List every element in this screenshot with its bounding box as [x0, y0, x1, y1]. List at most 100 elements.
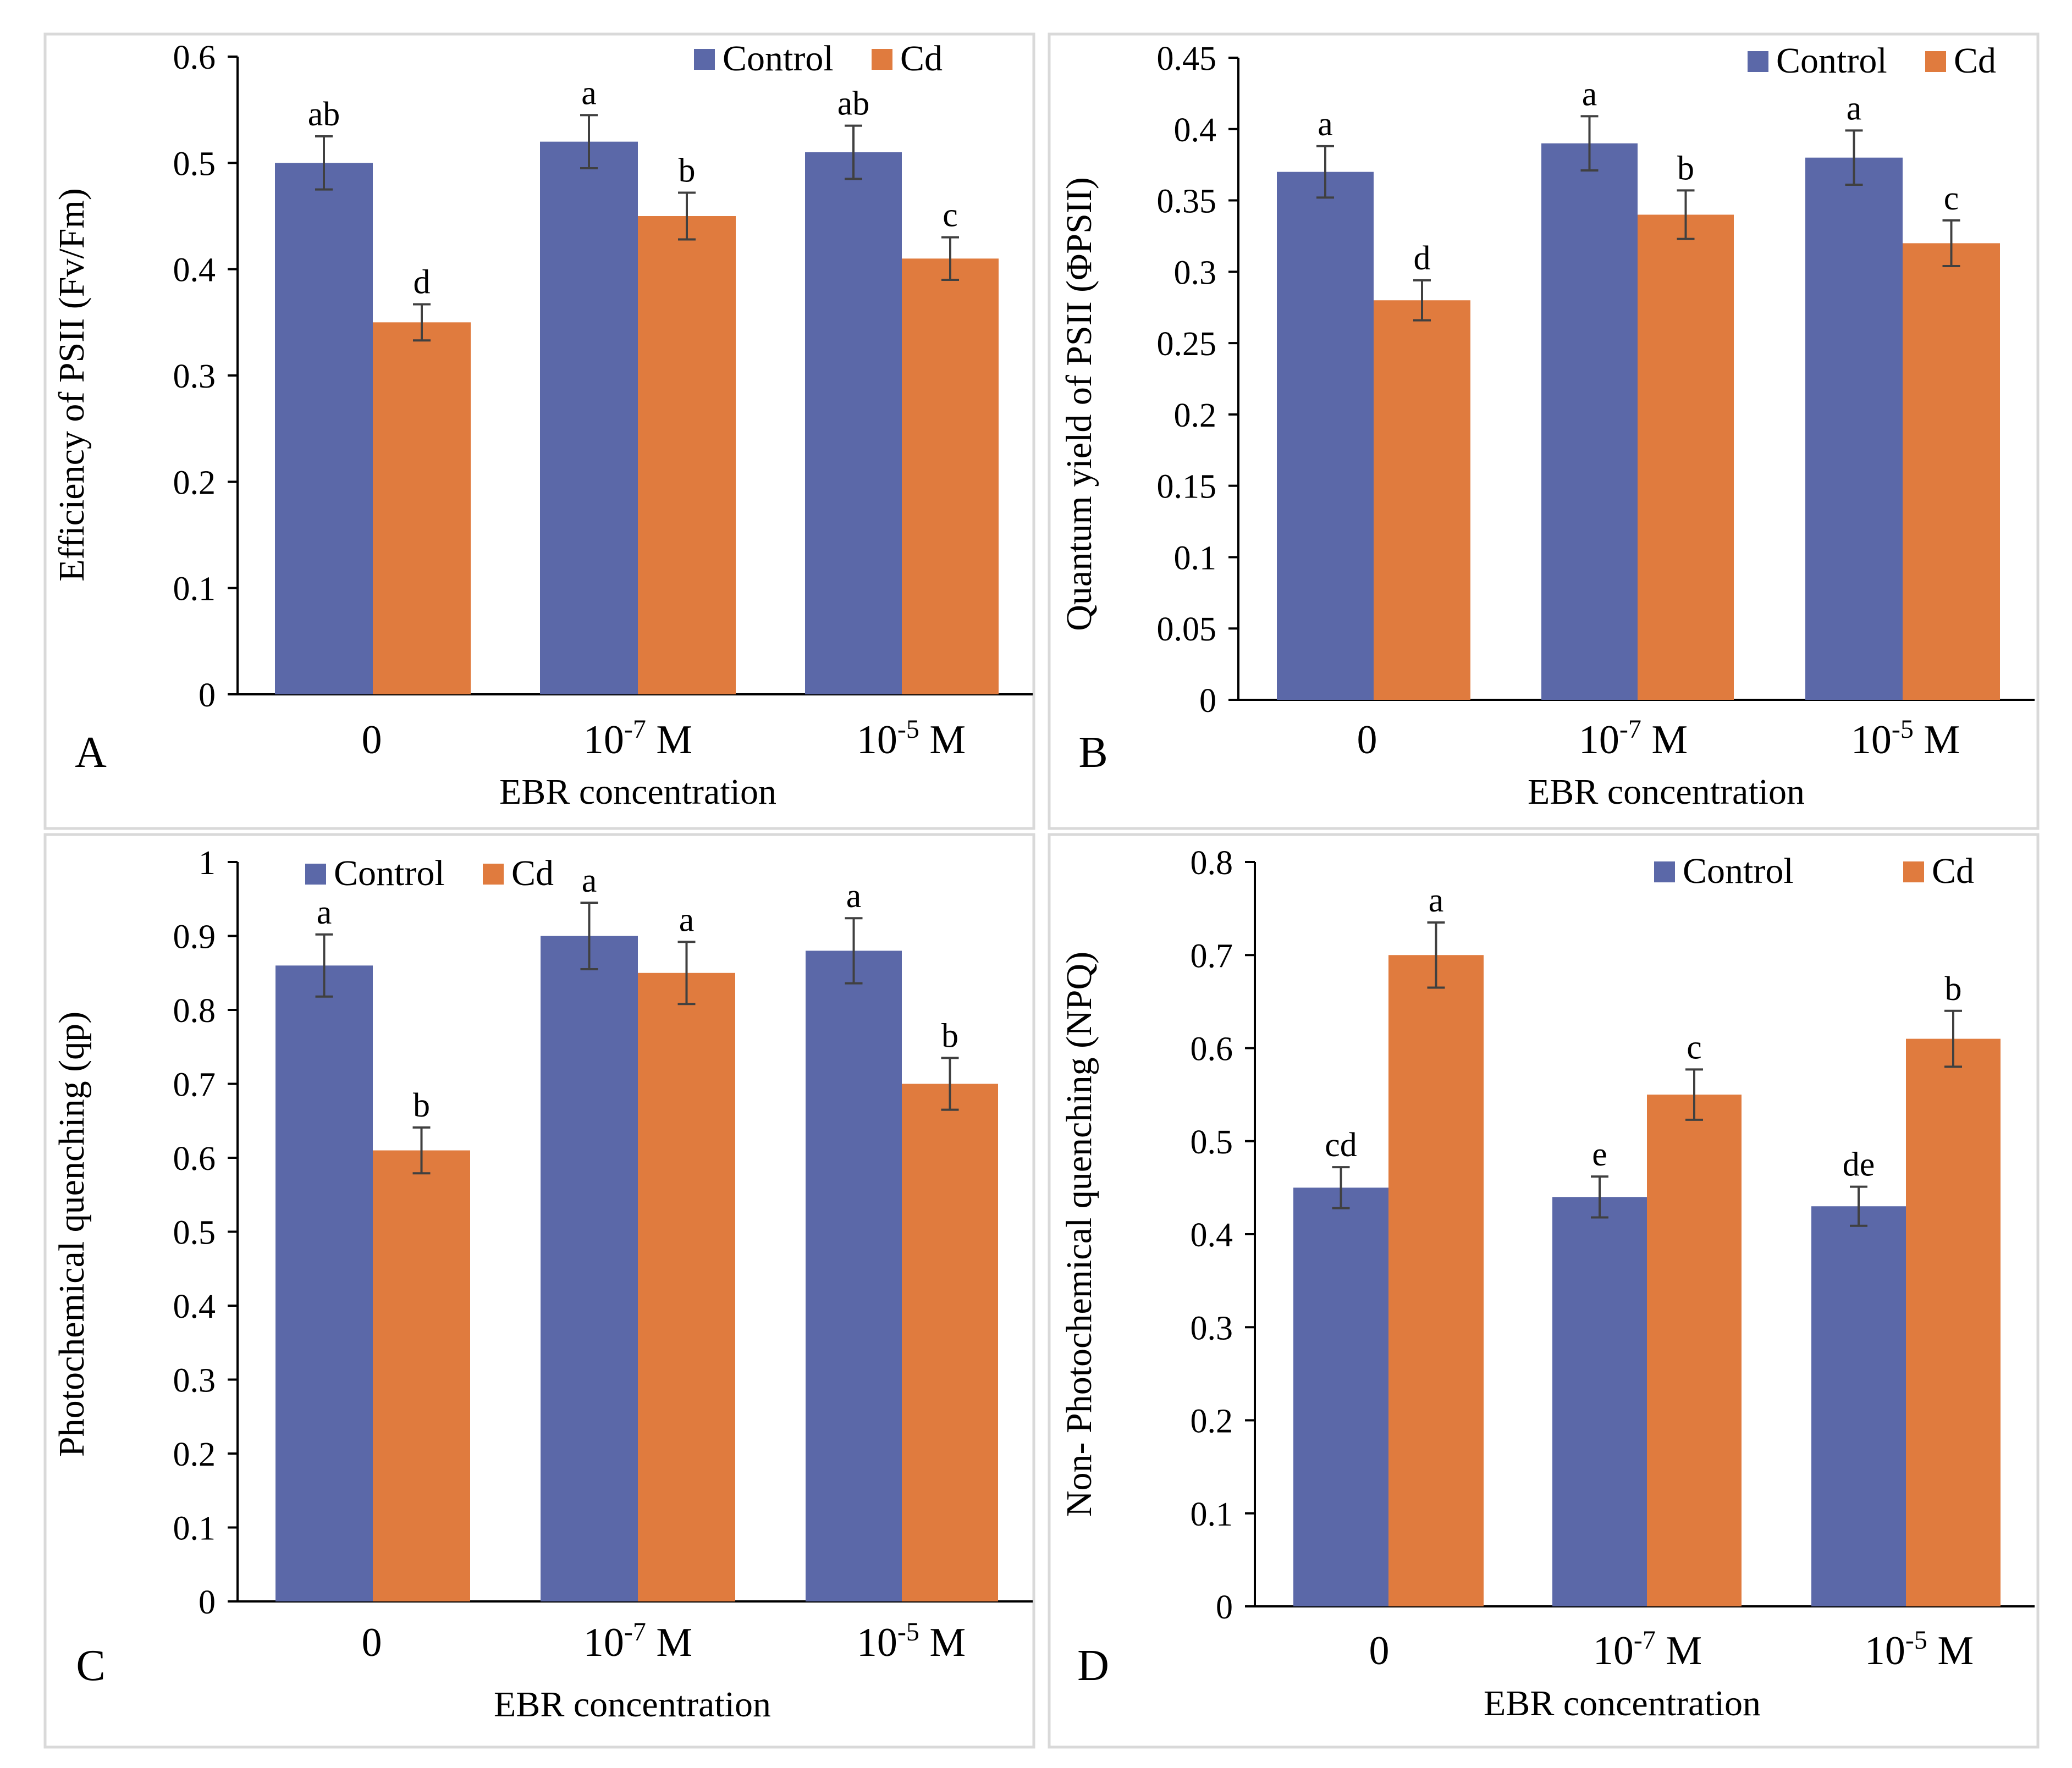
y-tick-label: 0: [1216, 1589, 1233, 1626]
y-tick-label: 0: [199, 677, 216, 714]
x-tick-label: 0: [1369, 1628, 1390, 1673]
y-tick-label: 0.2: [173, 464, 216, 501]
panel-frame: [43, 833, 1035, 1749]
panel-b: 0 0.05 0.1 0.15 0.2 0.25 0.3 0.35 0.4 0.45 a a a d b c 0…: [1048, 32, 2040, 830]
bar-control-0: [275, 965, 373, 1601]
panel-frame: [1048, 833, 2040, 1749]
legend-label-cd: Cd: [1954, 41, 1996, 81]
y-tick-label: 1: [199, 844, 216, 882]
y-tick-label: 0.8: [1191, 844, 1233, 882]
significance-letter: ab: [308, 96, 340, 133]
bar-cd-1: [638, 216, 736, 694]
y-tick-label: 0: [1199, 682, 1216, 720]
legend-swatch-control: [305, 864, 326, 885]
significance-letter: d: [414, 263, 431, 301]
bar-control-1: [1541, 143, 1638, 700]
significance-letter: b: [413, 1087, 430, 1124]
y-tick-label: 0.8: [173, 992, 216, 1030]
y-tick-label: 0.45: [1157, 40, 1217, 78]
legend-swatch-cd: [1925, 51, 1946, 72]
y-tick-label: 0.7: [1191, 937, 1233, 975]
bar-control-1: [1552, 1197, 1647, 1606]
x-tick-label: 10-5 M: [857, 1617, 966, 1665]
x-tick-label: 0: [362, 717, 382, 763]
significance-letter: b: [941, 1017, 958, 1054]
y-tick-label: 0: [199, 1584, 216, 1621]
legend-label-control: Control: [723, 38, 834, 79]
significance-letter: a: [846, 877, 862, 915]
bar-control-0: [1277, 172, 1374, 700]
x-tick-label: 10-7 M: [583, 1617, 692, 1665]
x-axis-label: EBR concentration: [1528, 772, 1805, 812]
y-tick-label: 0.3: [1174, 254, 1217, 291]
y-tick-label: 0.2: [173, 1436, 216, 1473]
legend: Control Cd: [1748, 41, 1996, 81]
y-tick-label: 0.35: [1157, 183, 1217, 220]
significance-letter: b: [1677, 150, 1694, 187]
x-tick-label: 10-7 M: [1593, 1626, 1702, 1673]
bar-control-0: [1293, 1187, 1388, 1606]
x-tick-label: 10-7 M: [583, 715, 692, 763]
bar-control-2: [806, 951, 902, 1601]
significance-letter: a: [1318, 106, 1333, 143]
bar-cd-0: [1388, 955, 1484, 1606]
y-tick-label: 0.2: [1191, 1403, 1233, 1440]
significance-letter: a: [1847, 90, 1862, 127]
y-tick-label: 0.25: [1157, 325, 1217, 363]
y-tick-label: 0.3: [173, 358, 216, 395]
y-tick-label: 0.4: [173, 252, 216, 289]
legend: Control Cd: [694, 38, 943, 79]
legend-swatch-cd: [483, 864, 504, 885]
y-tick-label: 0.4: [1191, 1217, 1233, 1254]
bar-cd-2: [1903, 243, 2000, 700]
bar-cd-2: [1906, 1038, 2001, 1606]
significance-letter: c: [1687, 1029, 1702, 1066]
panel-frame: [43, 32, 1035, 830]
bar-cd-1: [1638, 214, 1734, 700]
panel-label: B: [1078, 728, 1107, 777]
significance-letter: c: [943, 197, 958, 234]
y-tick-label: 0.1: [173, 571, 216, 608]
y-tick-label: 0.4: [173, 1288, 216, 1325]
significance-letter: a: [1429, 882, 1444, 919]
x-tick-label: 10-5 M: [857, 715, 966, 763]
bar-cd-2: [902, 258, 999, 694]
x-tick-label: 0: [1357, 717, 1377, 763]
legend-label-cd: Cd: [511, 853, 554, 893]
significance-letter: a: [1582, 75, 1597, 113]
panel-frame: [1048, 32, 2040, 830]
y-tick-label: 0.5: [173, 145, 216, 183]
significance-letter: e: [1592, 1136, 1607, 1173]
bar-cd-0: [1374, 300, 1470, 700]
y-tick-label: 0.3: [173, 1362, 216, 1400]
legend-swatch-control: [1654, 861, 1675, 882]
bar-control-1: [540, 141, 638, 695]
y-tick-label: 0.1: [1174, 539, 1217, 577]
bar-cd-1: [638, 973, 735, 1601]
legend-label-cd: Cd: [1932, 851, 1974, 891]
panel-a: 0 0.1 0.2 0.3 0.4 0.5 0.6 ab a ab d b c 0 10-7 M 10-5 M…: [43, 32, 1035, 830]
legend-swatch-control: [694, 49, 715, 70]
bar-control-2: [1805, 157, 1903, 700]
bar-control-2: [805, 152, 902, 694]
y-tick-label: 0.5: [173, 1214, 216, 1252]
x-tick-label: 10-5 M: [1865, 1626, 1974, 1673]
y-tick-label: 0.3: [1191, 1310, 1233, 1347]
y-tick-label: 0.4: [1174, 112, 1217, 149]
y-tick-label: 0.15: [1157, 468, 1217, 506]
x-axis-label: EBR concentration: [1484, 1683, 1761, 1723]
panel-d: 0 0.1 0.2 0.3 0.4 0.5 0.6 0.7 0.8 cd e de a c b 0 10-7 M…: [1048, 833, 2040, 1749]
y-tick-label: 0.05: [1157, 611, 1217, 648]
significance-letter: b: [679, 152, 696, 189]
y-tick-label: 0.7: [173, 1067, 216, 1104]
y-axis-label: Efficiency of PSII (Fv/Fm): [52, 188, 92, 582]
bar-cd-2: [902, 1084, 998, 1601]
y-tick-label: 0.2: [1174, 397, 1217, 434]
y-tick-label: 0.1: [1191, 1496, 1233, 1533]
legend: Control Cd: [1654, 851, 1974, 891]
legend-label-control: Control: [1683, 851, 1794, 891]
x-tick-label: 0: [362, 1620, 382, 1665]
y-tick-label: 0.6: [173, 1140, 216, 1178]
y-tick-label: 0.6: [173, 39, 216, 76]
